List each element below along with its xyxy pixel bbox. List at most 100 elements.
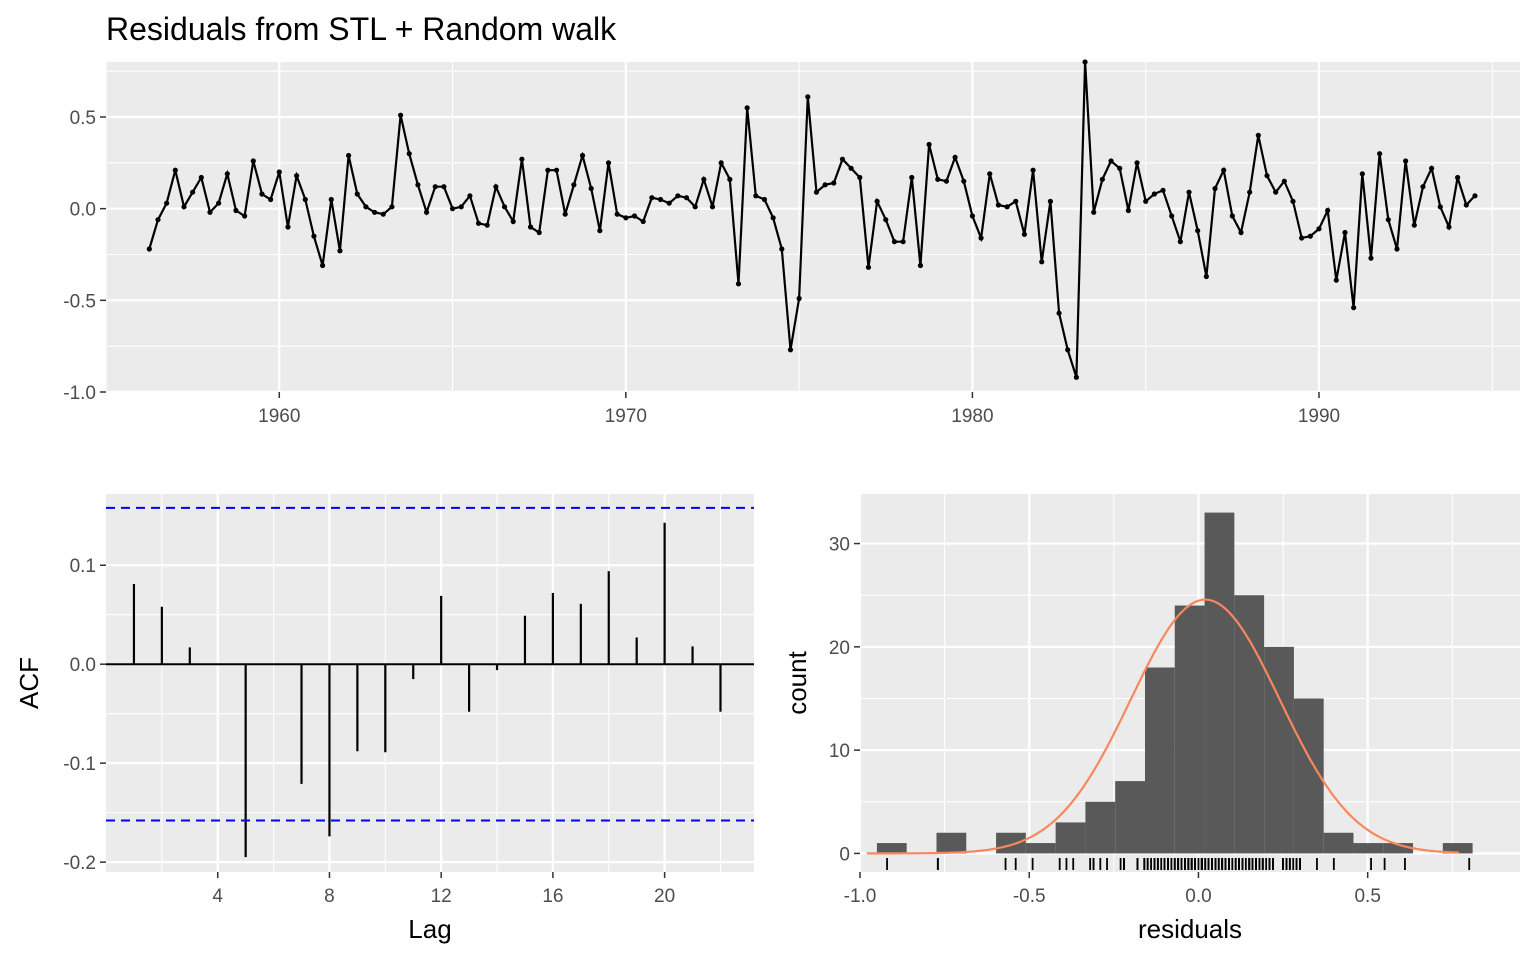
acf-x-axis-title: Lag: [408, 914, 451, 944]
residual-point: [753, 193, 759, 199]
residuals-y-axis-ticks: -1.0 -0.5 0.0 0.5: [63, 108, 106, 404]
residual-point: [701, 176, 707, 182]
residual-point: [1099, 176, 1105, 182]
residual-point: [458, 204, 464, 210]
residual-point: [1056, 310, 1062, 316]
residuals-y-tick-label: -0.5: [63, 291, 96, 312]
residual-point: [1082, 59, 1088, 65]
figure-title: Residuals from STL + Random walk: [106, 11, 617, 47]
residual-point: [1299, 235, 1305, 241]
residual-point: [969, 213, 976, 219]
residual-point: [337, 248, 343, 254]
residual-point: [250, 158, 256, 164]
residual-point: [900, 239, 906, 245]
residual-point: [865, 264, 872, 270]
histogram-y-axis-ticks: 0 10 20 30: [829, 535, 860, 865]
residual-point: [172, 167, 178, 173]
residual-point: [727, 176, 733, 182]
residual-point: [623, 215, 629, 221]
residuals-y-tick-label: 0.0: [70, 200, 96, 221]
residual-point: [692, 204, 698, 210]
acf-minor-gridlines: [106, 494, 754, 872]
residual-point: [380, 211, 386, 217]
residual-point: [259, 191, 265, 197]
residual-point: [493, 184, 499, 190]
residual-point: [397, 112, 404, 118]
residual-point: [770, 215, 776, 221]
histogram-bar: [1323, 832, 1354, 854]
residual-point: [1134, 160, 1140, 166]
residual-point: [268, 196, 274, 203]
histogram-bar: [1264, 646, 1294, 854]
residual-point: [640, 218, 646, 225]
residual-point: [328, 196, 334, 203]
residual-point: [1446, 224, 1452, 230]
residual-point: [354, 191, 360, 197]
residual-point: [320, 262, 326, 269]
residual-point: [744, 105, 750, 111]
residual-point: [449, 206, 456, 212]
residual-point: [467, 193, 473, 199]
histogram-bar: [1025, 843, 1056, 854]
residual-point: [1229, 213, 1235, 219]
residual-point: [943, 178, 950, 184]
residual-point: [597, 228, 603, 234]
histogram-bar: [876, 843, 907, 854]
residual-point: [1307, 233, 1313, 239]
residual-point: [926, 141, 932, 148]
residual-point: [1394, 246, 1400, 252]
residual-point: [787, 347, 794, 353]
histogram-y-tick-label: 20: [829, 638, 850, 659]
histogram-x-axis-ticks: -1.0 -0.5 0.0 0.5: [844, 872, 1381, 907]
residual-point: [952, 154, 958, 160]
residual-point: [1463, 202, 1469, 208]
residual-point: [1273, 189, 1279, 195]
histogram-bar: [1204, 512, 1235, 854]
residual-point: [1385, 217, 1391, 223]
residual-point: [1316, 226, 1322, 232]
residual-point: [155, 217, 161, 223]
residual-point: [1333, 277, 1339, 283]
residual-point: [1004, 204, 1010, 210]
acf-y-tick-label: -0.2: [63, 853, 96, 874]
residual-point: [224, 171, 230, 177]
residual-point: [1169, 213, 1175, 219]
residuals-x-tick-label: 1990: [1298, 406, 1340, 427]
residual-point: [1437, 204, 1443, 210]
histogram-x-tick-label: -0.5: [1013, 886, 1046, 907]
residual-point: [1125, 207, 1131, 214]
residual-point: [302, 196, 308, 203]
residual-point: [1420, 184, 1426, 190]
histogram-bar: [1442, 843, 1473, 854]
residual-point: [1264, 173, 1270, 179]
residual-point: [796, 295, 802, 302]
residual-point: [1030, 167, 1036, 173]
residual-point: [216, 200, 222, 206]
residual-point: [164, 200, 170, 206]
residual-point: [1143, 198, 1149, 204]
residual-point: [1203, 273, 1209, 280]
residual-point: [484, 222, 490, 228]
residual-point: [363, 204, 369, 210]
residual-point: [1151, 191, 1157, 197]
residual-point: [891, 239, 898, 245]
residual-point: [1377, 151, 1383, 157]
acf-y-axis-title: ACF: [14, 657, 44, 709]
histogram-bar: [1144, 667, 1175, 854]
residual-point: [935, 176, 941, 182]
residual-point: [1221, 167, 1227, 173]
residual-point: [579, 152, 586, 159]
residual-point: [1021, 231, 1028, 237]
residual-point: [190, 189, 196, 195]
residual-point: [1013, 198, 1019, 204]
residuals-series-line: [148, 61, 1476, 378]
residuals-x-tick-label: 1960: [258, 406, 300, 427]
acf-x-tick-label: 16: [542, 886, 563, 907]
histogram-bar: [1174, 605, 1205, 854]
residual-point: [242, 213, 248, 219]
residuals-x-tick-label: 1980: [951, 406, 993, 427]
histogram-bar: [1383, 843, 1414, 854]
residual-point: [1065, 347, 1071, 353]
residual-point: [432, 184, 438, 190]
histogram-x-tick-label: 0.0: [1185, 886, 1211, 907]
